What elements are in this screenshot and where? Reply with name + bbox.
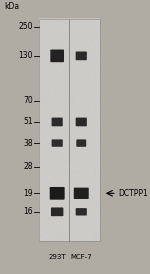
Text: 28: 28 <box>24 162 33 171</box>
Text: 70: 70 <box>23 96 33 105</box>
Text: 38: 38 <box>23 139 33 148</box>
Text: 293T: 293T <box>48 254 66 260</box>
Bar <box>39 19 69 241</box>
FancyBboxPatch shape <box>76 118 87 126</box>
Text: DCTPP1: DCTPP1 <box>118 189 148 198</box>
Text: 130: 130 <box>19 51 33 60</box>
FancyBboxPatch shape <box>51 207 63 216</box>
FancyBboxPatch shape <box>76 139 86 147</box>
Text: 250: 250 <box>19 22 33 31</box>
Text: 51: 51 <box>23 118 33 126</box>
Text: 19: 19 <box>23 189 33 198</box>
Text: 16: 16 <box>23 207 33 216</box>
FancyBboxPatch shape <box>50 187 65 200</box>
FancyBboxPatch shape <box>76 52 87 60</box>
Text: MCF-7: MCF-7 <box>70 254 92 260</box>
FancyBboxPatch shape <box>52 118 63 126</box>
Bar <box>69 19 100 241</box>
Bar <box>39 19 100 241</box>
FancyBboxPatch shape <box>76 208 87 216</box>
FancyBboxPatch shape <box>52 139 63 147</box>
FancyBboxPatch shape <box>50 50 64 62</box>
FancyBboxPatch shape <box>74 188 89 199</box>
Text: kDa: kDa <box>4 2 19 11</box>
